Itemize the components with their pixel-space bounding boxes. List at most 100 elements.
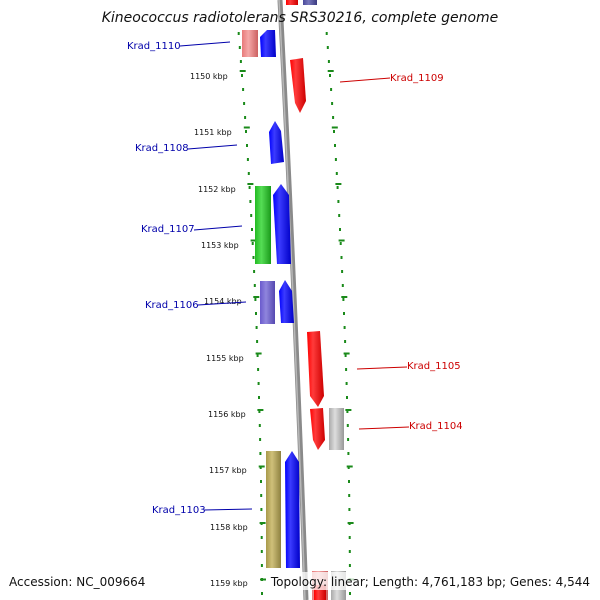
leader-line bbox=[187, 144, 238, 150]
gene-feature-top-navy[interactable] bbox=[303, 0, 317, 5]
guide-dot bbox=[331, 102, 334, 105]
gene-feature-olive[interactable] bbox=[266, 451, 281, 568]
guide-dot bbox=[260, 508, 263, 511]
guide-dot bbox=[332, 116, 335, 119]
leader-line bbox=[358, 426, 410, 430]
gene-feature-krad-1107[interactable] bbox=[273, 184, 291, 264]
guide-dot bbox=[250, 214, 253, 217]
guide-dot bbox=[344, 354, 347, 357]
guide-dot bbox=[259, 452, 262, 455]
guide-dot bbox=[329, 74, 331, 77]
leader-line bbox=[193, 225, 243, 231]
gene-feature-krad-1105[interactable] bbox=[307, 331, 324, 407]
guide-tick bbox=[253, 296, 260, 298]
guide-tick bbox=[243, 126, 250, 129]
guide-dot bbox=[344, 340, 347, 343]
gene-feature-purple[interactable] bbox=[260, 281, 275, 324]
guide-dot bbox=[244, 116, 247, 119]
guide-dot bbox=[348, 480, 350, 483]
guide-dot bbox=[330, 88, 333, 91]
gene-label-krad-1107[interactable]: Krad_1107 bbox=[141, 224, 195, 235]
guide-dot bbox=[348, 564, 351, 567]
tick-label: 1153 kbp bbox=[201, 241, 239, 250]
guide-tick bbox=[338, 239, 345, 242]
guide-dot bbox=[342, 298, 345, 301]
guide-dot bbox=[255, 312, 257, 315]
tick-label: 1159 kbp bbox=[210, 579, 248, 588]
guide-tick bbox=[260, 578, 266, 581]
gene-feature-green[interactable] bbox=[255, 186, 271, 264]
tick-label: 1158 kbp bbox=[210, 523, 248, 532]
tick-label: 1151 kbp bbox=[194, 128, 232, 137]
guide-dot bbox=[260, 494, 263, 497]
guide-dot bbox=[259, 438, 262, 441]
guide-dot bbox=[242, 88, 245, 91]
guide-dot bbox=[334, 158, 337, 161]
leader-line bbox=[356, 366, 408, 370]
guide-dot bbox=[348, 550, 351, 553]
gene-label-krad-1105[interactable]: Krad_1105 bbox=[407, 361, 461, 372]
guide-tick bbox=[345, 409, 352, 411]
guide-tick bbox=[239, 70, 246, 72]
guide-dot bbox=[254, 298, 257, 301]
gene-feature-krad-1104[interactable] bbox=[310, 408, 325, 450]
guide-tick bbox=[341, 296, 348, 298]
guide-dot bbox=[346, 410, 349, 413]
guide-tick bbox=[255, 352, 262, 355]
guide-dot bbox=[257, 382, 260, 385]
guide-tick bbox=[343, 352, 350, 355]
guide-dot bbox=[243, 102, 246, 105]
gene-label-krad-1106[interactable]: Krad_1106 bbox=[145, 300, 199, 311]
gene-feature-krad-1108[interactable] bbox=[269, 121, 284, 164]
guide-dot bbox=[335, 172, 338, 175]
gene-label-krad-1109[interactable]: Krad_1109 bbox=[390, 73, 444, 84]
leader-line bbox=[339, 77, 391, 83]
guide-tick bbox=[347, 522, 354, 524]
tick-label: 1157 kbp bbox=[209, 466, 247, 475]
tick-label: 1150 kbp bbox=[190, 72, 228, 81]
guide-dot bbox=[339, 228, 341, 231]
guide-tick bbox=[346, 465, 353, 468]
guide-dot bbox=[348, 536, 351, 539]
guide-dot bbox=[253, 270, 256, 273]
gene-label-krad-1110[interactable]: Krad_1110 bbox=[127, 41, 181, 52]
guide-dot bbox=[258, 396, 260, 399]
gene-label-krad-1104[interactable]: Krad_1104 bbox=[409, 421, 463, 432]
guide-tick bbox=[327, 70, 334, 72]
guide-dot bbox=[246, 144, 248, 147]
gene-feature-top-red[interactable] bbox=[286, 0, 298, 5]
guide-dot bbox=[260, 564, 263, 567]
guide-dot bbox=[253, 284, 256, 287]
guide-dot bbox=[336, 186, 339, 189]
guide-dot bbox=[341, 284, 344, 287]
footer-backdrop-left bbox=[4, 572, 150, 590]
guide-dot bbox=[247, 172, 250, 175]
guide-dot bbox=[258, 424, 261, 427]
guide-dot bbox=[341, 270, 344, 273]
genome-backbone-highlight bbox=[278, 0, 306, 600]
gene-feature-krad-1103[interactable] bbox=[285, 451, 300, 568]
tick-label: 1156 kbp bbox=[208, 410, 246, 419]
guide-dot bbox=[238, 46, 241, 49]
gene-feature-krad-1109[interactable] bbox=[290, 58, 306, 113]
guide-dot bbox=[261, 592, 263, 595]
gene-feature-gray[interactable] bbox=[329, 408, 344, 450]
footer-backdrop-right bbox=[268, 572, 594, 590]
guide-dot bbox=[256, 340, 259, 343]
leader-line bbox=[203, 508, 253, 511]
guide-dot bbox=[348, 508, 351, 511]
gene-label-krad-1108[interactable]: Krad_1108 bbox=[135, 143, 189, 154]
guide-tick bbox=[258, 465, 265, 468]
gene-feature-krad-1110[interactable] bbox=[260, 30, 276, 57]
guide-dot bbox=[251, 228, 253, 231]
guide-dot bbox=[249, 200, 252, 203]
gene-feature-pink[interactable] bbox=[242, 30, 258, 57]
tick-labels: 1150 kbp 1151 kbp 1152 kbp 1153 kbp 1154… bbox=[190, 72, 248, 588]
guide-dot bbox=[338, 214, 341, 217]
guide-dot bbox=[237, 32, 240, 35]
guide-dot bbox=[349, 592, 351, 595]
gene-label-krad-1103[interactable]: Krad_1103 bbox=[152, 505, 206, 516]
guide-tick bbox=[331, 126, 338, 129]
gene-feature-krad-1106[interactable] bbox=[279, 280, 294, 323]
